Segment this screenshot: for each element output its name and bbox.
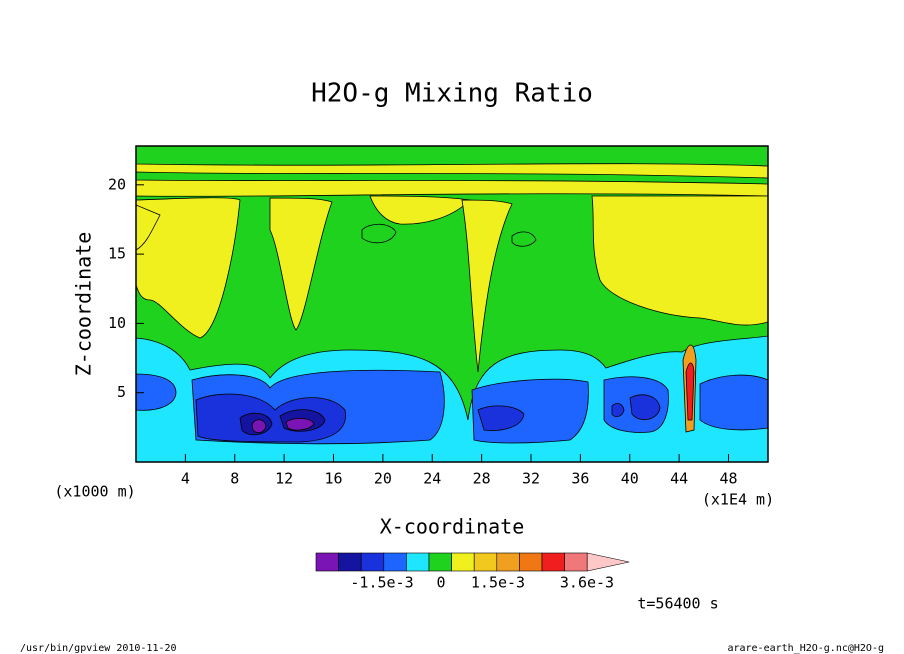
colorbar-label: -1.5e-3 xyxy=(350,574,413,592)
y-tick-label: 10 xyxy=(108,314,126,332)
y-axis-label: Z-coordinate xyxy=(72,232,96,377)
colorbar-box xyxy=(519,552,543,572)
contour-region xyxy=(136,197,241,339)
contour-region xyxy=(361,223,397,244)
contour-region xyxy=(685,362,695,421)
colorbar-box xyxy=(315,552,339,572)
x-tick-label: 40 xyxy=(621,470,639,488)
x-tick-label: 36 xyxy=(571,470,589,488)
colorbar-box xyxy=(541,552,565,572)
x-unit-right: (x1E4 m) xyxy=(702,491,774,509)
colorbar-label: 3.6e-3 xyxy=(560,574,614,592)
x-tick-label: 16 xyxy=(324,470,342,488)
x-tick-label: 12 xyxy=(275,470,293,488)
time-label: t=56400 s xyxy=(637,595,718,613)
x-tick-label: 24 xyxy=(423,470,441,488)
contour-region xyxy=(369,195,471,225)
y-tick-label: 20 xyxy=(108,175,126,193)
contour-region xyxy=(699,374,768,431)
x-tick-label: 32 xyxy=(522,470,540,488)
colorbar-box xyxy=(451,552,475,572)
colorbar-box xyxy=(564,552,588,572)
contour-region xyxy=(285,418,315,431)
contour-region xyxy=(611,402,625,418)
x-tick-label: 28 xyxy=(473,470,491,488)
colorbar-arrow xyxy=(586,552,630,572)
colorbar-label: 0 xyxy=(436,574,445,592)
colorbar-box xyxy=(496,552,520,572)
contour-region xyxy=(511,231,537,247)
contour-region xyxy=(136,171,768,185)
contour-region xyxy=(251,419,267,434)
x-unit-left: (x1000 m) xyxy=(54,483,135,501)
chart-title: H2O-g Mixing Ratio xyxy=(311,79,593,109)
colorbar-box xyxy=(338,552,362,572)
contour-region xyxy=(591,195,768,326)
contour-region xyxy=(461,199,513,373)
x-axis-label: X-coordinate xyxy=(380,515,525,539)
contour-region xyxy=(136,146,768,167)
y-tick-label: 5 xyxy=(117,383,126,401)
x-tick-label: 20 xyxy=(374,470,392,488)
contour-region xyxy=(136,373,177,411)
plot-frame xyxy=(135,145,769,463)
colorbar-box xyxy=(360,552,385,572)
x-tick-label: 44 xyxy=(670,470,688,488)
contour-region xyxy=(629,394,661,421)
colorbar-box xyxy=(428,552,452,572)
x-tick-label: 48 xyxy=(719,470,737,488)
colorbar-box xyxy=(406,552,430,572)
footer-right: arare-earth_H2O-g.nc@H2O-g xyxy=(727,643,884,654)
x-tick-label: 8 xyxy=(230,470,239,488)
contour-region xyxy=(477,405,525,431)
colorbar-box xyxy=(473,552,498,572)
contour-field xyxy=(136,146,768,462)
colorbar-label: 1.5e-3 xyxy=(471,574,525,592)
x-tick-label: 4 xyxy=(181,470,190,488)
footer-left: /usr/bin/gpview 2010-11-20 xyxy=(20,643,177,654)
colorbar: -1.5e-3 0 1.5e-3 3.6e-3 xyxy=(315,552,630,592)
y-tick-label: 15 xyxy=(108,245,126,263)
colorbar-box xyxy=(383,552,407,572)
contour-region xyxy=(269,197,333,331)
